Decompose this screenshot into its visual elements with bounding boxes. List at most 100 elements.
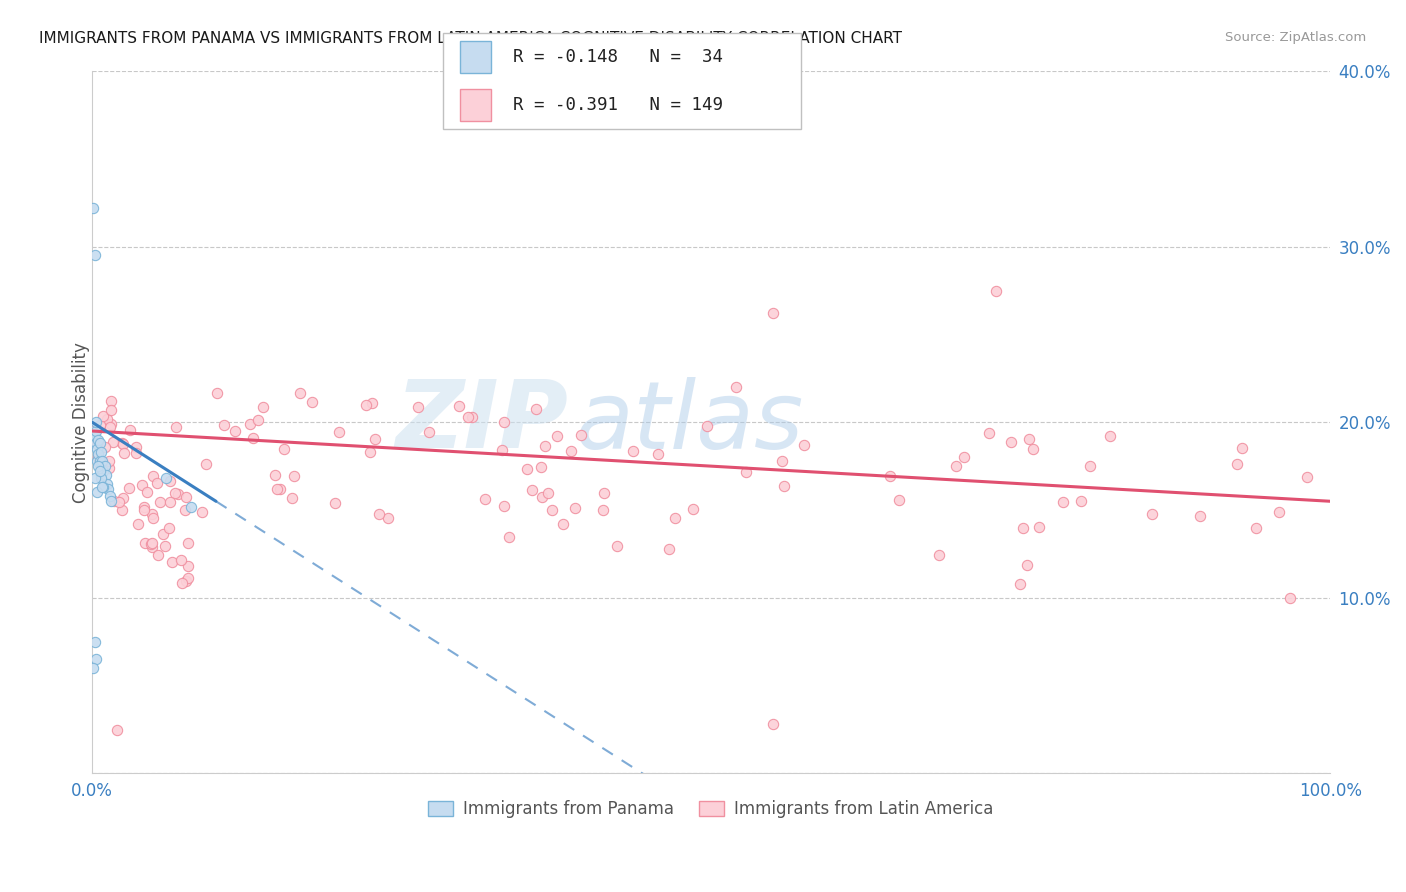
Point bbox=[159, 475, 181, 489]
Point bbox=[91, 454, 114, 468]
Point bbox=[84, 424, 107, 438]
Point bbox=[592, 503, 614, 517]
Point bbox=[1012, 521, 1035, 535]
Point bbox=[360, 396, 382, 410]
Point bbox=[87, 459, 110, 474]
Point bbox=[770, 453, 793, 467]
Point bbox=[246, 413, 269, 427]
Point bbox=[96, 476, 118, 491]
Point bbox=[762, 717, 785, 731]
Point bbox=[107, 495, 129, 509]
Point bbox=[1099, 429, 1122, 443]
Point bbox=[242, 432, 264, 446]
Point bbox=[94, 467, 117, 482]
Point bbox=[111, 502, 134, 516]
Point bbox=[418, 425, 440, 439]
Point bbox=[91, 464, 114, 478]
Point bbox=[118, 423, 141, 437]
Point bbox=[1000, 434, 1022, 449]
Point bbox=[762, 306, 785, 320]
Point bbox=[494, 499, 516, 513]
Point bbox=[84, 436, 107, 450]
Point bbox=[141, 537, 163, 551]
Point bbox=[546, 429, 568, 443]
Point bbox=[301, 395, 323, 409]
Point bbox=[724, 380, 747, 394]
Point bbox=[176, 574, 198, 589]
Point bbox=[1246, 521, 1268, 535]
Point bbox=[516, 462, 538, 476]
Point bbox=[93, 459, 115, 474]
Point bbox=[283, 469, 305, 483]
Point bbox=[195, 457, 218, 471]
Point bbox=[87, 456, 110, 470]
Legend: Immigrants from Panama, Immigrants from Latin America: Immigrants from Panama, Immigrants from … bbox=[422, 794, 1001, 825]
Point bbox=[86, 437, 108, 451]
Point bbox=[84, 423, 107, 437]
Point bbox=[94, 440, 117, 454]
Point bbox=[172, 576, 194, 591]
Point bbox=[793, 438, 815, 452]
Point bbox=[1015, 558, 1038, 573]
Point bbox=[526, 402, 548, 417]
Point bbox=[266, 482, 288, 496]
Point bbox=[734, 465, 756, 479]
Point bbox=[91, 480, 114, 494]
Point bbox=[889, 492, 911, 507]
Point bbox=[90, 445, 112, 459]
Point bbox=[159, 495, 181, 509]
Point bbox=[97, 454, 120, 468]
Point bbox=[162, 555, 184, 569]
Point bbox=[1018, 433, 1040, 447]
Point bbox=[177, 535, 200, 549]
Text: atlas: atlas bbox=[575, 376, 803, 467]
Point bbox=[224, 424, 246, 438]
Point bbox=[269, 483, 291, 497]
Point bbox=[180, 500, 202, 514]
Point bbox=[82, 201, 104, 215]
Point bbox=[83, 248, 105, 262]
Point bbox=[167, 487, 190, 501]
Text: IMMIGRANTS FROM PANAMA VS IMMIGRANTS FROM LATIN AMERICA COGNITIVE DISABILITY COR: IMMIGRANTS FROM PANAMA VS IMMIGRANTS FRO… bbox=[39, 31, 903, 46]
Point bbox=[1226, 457, 1249, 471]
Point bbox=[536, 486, 558, 500]
Point bbox=[773, 479, 796, 493]
Point bbox=[83, 471, 105, 485]
Point bbox=[155, 471, 177, 485]
Text: Source: ZipAtlas.com: Source: ZipAtlas.com bbox=[1226, 31, 1367, 45]
Point bbox=[354, 398, 377, 412]
Point bbox=[191, 505, 214, 519]
Point bbox=[141, 507, 163, 521]
Point bbox=[89, 464, 111, 478]
Point bbox=[97, 461, 120, 475]
Point bbox=[131, 478, 153, 492]
Point bbox=[142, 511, 165, 525]
Point bbox=[100, 394, 122, 409]
Point bbox=[1267, 505, 1289, 519]
Point bbox=[945, 458, 967, 473]
Point bbox=[98, 489, 121, 503]
Point bbox=[1295, 470, 1317, 484]
Point bbox=[125, 446, 148, 460]
Point bbox=[491, 443, 513, 458]
Point bbox=[96, 412, 118, 426]
Point bbox=[1232, 442, 1254, 456]
Point bbox=[103, 493, 125, 508]
Point bbox=[82, 661, 104, 675]
Point bbox=[323, 496, 346, 510]
Point bbox=[1188, 509, 1211, 524]
Point bbox=[290, 386, 312, 401]
Point bbox=[163, 486, 186, 500]
Text: R = -0.148   N =  34: R = -0.148 N = 34 bbox=[513, 48, 723, 66]
Point bbox=[377, 511, 399, 525]
Point bbox=[658, 542, 681, 557]
Point bbox=[89, 418, 111, 433]
Point bbox=[569, 428, 592, 442]
Point bbox=[97, 482, 120, 496]
Point bbox=[474, 492, 496, 507]
Point bbox=[100, 494, 122, 508]
Point bbox=[174, 502, 197, 516]
Point bbox=[367, 508, 389, 522]
Point bbox=[141, 536, 163, 550]
Point bbox=[118, 481, 141, 495]
